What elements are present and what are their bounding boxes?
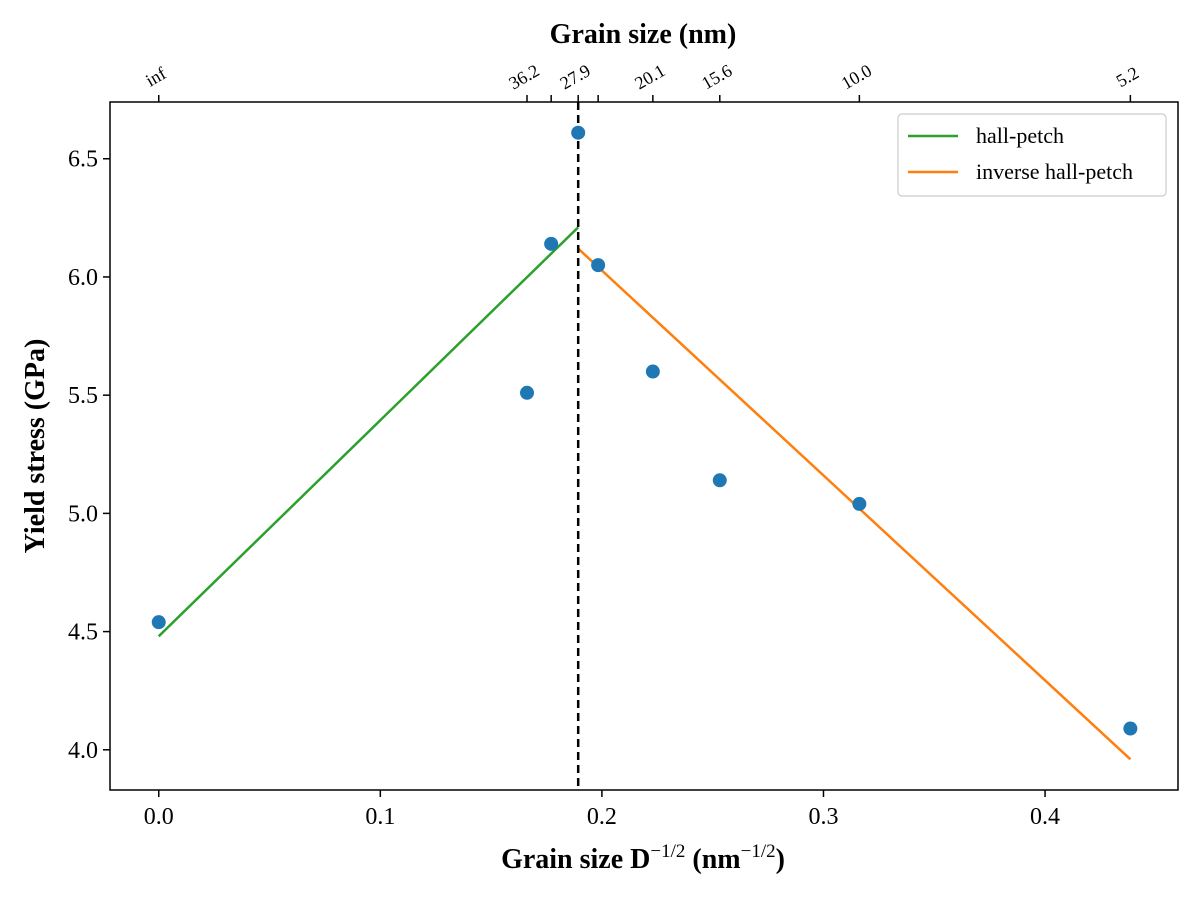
x-tick-label: 0.4: [1030, 804, 1060, 830]
data-point-5: [645, 364, 660, 379]
legend-label: hall-petch: [976, 123, 1064, 148]
top-axis-title: Grain size (nm): [550, 19, 737, 50]
plot-area: [110, 102, 1178, 790]
top-tick-label: 36.2: [505, 60, 542, 93]
data-point-7: [852, 496, 867, 511]
y-tick-label: 5.5: [68, 383, 98, 409]
x-tick-label: 0.3: [808, 804, 838, 830]
top-tick-label: 15.6: [698, 60, 735, 93]
y-tick-label: 4.0: [68, 738, 98, 764]
top-tick-label: 20.1: [631, 60, 668, 93]
y-tick-label: 5.0: [68, 501, 98, 527]
data-point-6: [712, 473, 727, 488]
y-tick-label: 4.5: [68, 620, 98, 646]
legend: hall-petch inverse hall-petch: [897, 113, 1167, 197]
y-tick-label: 6.5: [68, 147, 98, 173]
legend-label: inverse hall-petch: [976, 159, 1133, 184]
y-tick-label: 6.0: [68, 265, 98, 291]
x-tick-label: 0.0: [144, 804, 174, 830]
top-tick-label: inf: [142, 63, 169, 90]
x-tick-label: 0.1: [365, 804, 395, 830]
x-tick-label: 0.2: [587, 804, 617, 830]
x-axis-title: Grain size D−1/2 (nm−1/2): [501, 841, 785, 875]
data-point-1: [520, 385, 535, 400]
data-point-0: [151, 615, 166, 630]
axes-frame: [109, 101, 1179, 791]
data-point-8: [1123, 721, 1138, 736]
top-tick-label: 5.2: [1113, 63, 1142, 92]
series-line-hall-petch: [157, 226, 580, 638]
y-axis-title: Yield stress (GPa): [20, 339, 51, 554]
plot-background: [110, 102, 1178, 790]
data-point-2: [544, 236, 559, 251]
data-point-3: [571, 125, 586, 140]
data-point-4: [591, 258, 606, 273]
points-layer: [151, 125, 1138, 736]
top-tick-label: 27.9: [557, 60, 594, 93]
top-tick-label: 10.0: [838, 60, 875, 93]
legend-box: [897, 113, 1167, 197]
